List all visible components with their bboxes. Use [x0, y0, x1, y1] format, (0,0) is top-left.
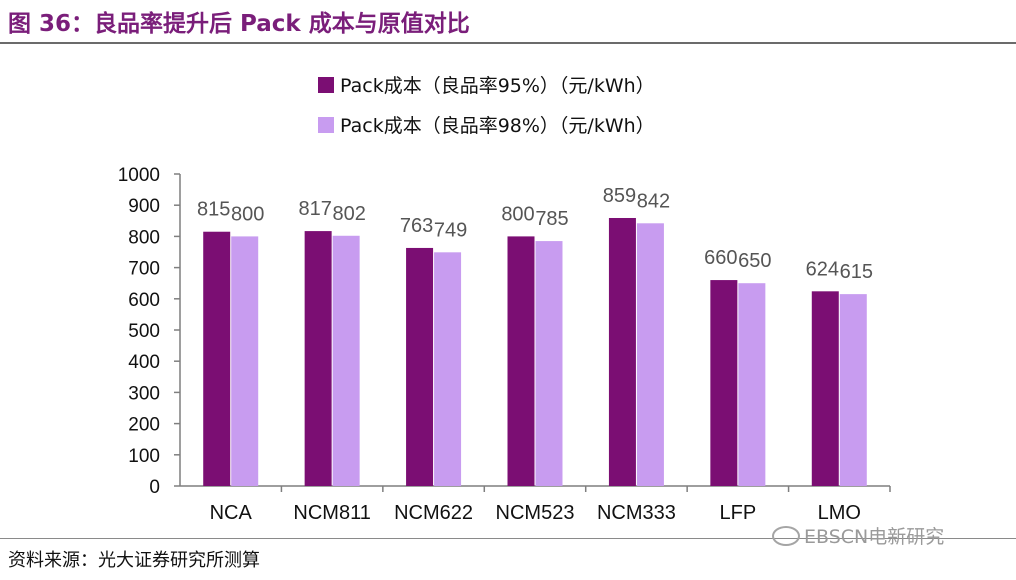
data-label: 802 [332, 203, 365, 225]
bar-ncm622-series-1 [406, 247, 434, 486]
data-label: 817 [298, 198, 331, 220]
bar-nca-series-2 [231, 236, 259, 486]
legend-label-1: Pack成本（良品率95%）（元/kWh） [340, 75, 655, 97]
y-tick-label: 200 [128, 415, 160, 436]
x-category-label: NCM523 [496, 502, 575, 524]
bar-ncm333-series-1 [608, 217, 636, 486]
data-label: 650 [738, 250, 771, 272]
x-category-label: NCM622 [394, 502, 473, 524]
source-divider [0, 538, 1016, 539]
legend-label-2: Pack成本（良品率98%）（元/kWh） [340, 115, 655, 137]
data-label: 763 [400, 215, 433, 237]
y-tick-label: 400 [128, 352, 160, 373]
figure-title: 图 36：良品率提升后 Pack 成本与原值对比 [8, 11, 470, 37]
x-category-label: NCM333 [597, 502, 676, 524]
y-tick-label: 700 [128, 259, 160, 280]
data-label: 800 [231, 203, 264, 225]
watermark-text: EBSCN电新研究 [804, 526, 945, 548]
data-label: 785 [535, 208, 568, 230]
bar-ncm523-series-1 [507, 236, 535, 486]
y-tick-label: 900 [128, 196, 160, 217]
y-tick-label: 800 [128, 227, 160, 248]
bar-ncm333-series-2 [636, 223, 664, 486]
title-divider [0, 42, 1016, 44]
bar-ncm622-series-2 [434, 252, 462, 486]
data-label: 660 [704, 247, 737, 269]
bar-ncm811-series-2 [332, 235, 360, 486]
x-category-label: LMO [818, 502, 861, 524]
x-category-label: NCA [210, 502, 253, 524]
data-label: 749 [434, 219, 467, 241]
bar-lmo-series-1 [811, 291, 839, 486]
data-label: 615 [840, 261, 873, 283]
bar-lmo-series-2 [839, 294, 867, 486]
bar-lfp-series-1 [710, 280, 738, 486]
data-label: 624 [806, 258, 839, 280]
y-tick-label: 1000 [118, 165, 160, 186]
data-label: 859 [603, 185, 636, 207]
bar-lfp-series-2 [738, 283, 766, 486]
wechat-icon [772, 525, 800, 546]
bar-ncm811-series-1 [304, 231, 332, 486]
bar-ncm523-series-2 [535, 241, 563, 486]
y-tick-label: 600 [128, 290, 160, 311]
bar-nca-series-1 [203, 231, 231, 486]
bar-chart: Pack成本（良品率95%）（元/kWh） Pack成本（良品率98%）（元/kW… [118, 75, 891, 524]
x-category-label: LFP [720, 502, 757, 524]
legend-swatch-2 [318, 117, 334, 133]
x-category-label: NCM811 [293, 502, 370, 524]
data-label: 800 [501, 203, 534, 225]
source-note: 资料来源：光大证券研究所测算 [8, 550, 260, 571]
y-tick-label: 300 [128, 383, 160, 404]
data-label: 842 [637, 190, 670, 212]
y-tick-label: 500 [128, 321, 160, 342]
watermark: EBSCN电新研究 [772, 522, 944, 549]
y-tick-label: 0 [149, 477, 160, 498]
y-tick-label: 100 [128, 446, 160, 467]
data-label: 815 [197, 199, 230, 221]
legend-swatch-1 [318, 77, 334, 93]
